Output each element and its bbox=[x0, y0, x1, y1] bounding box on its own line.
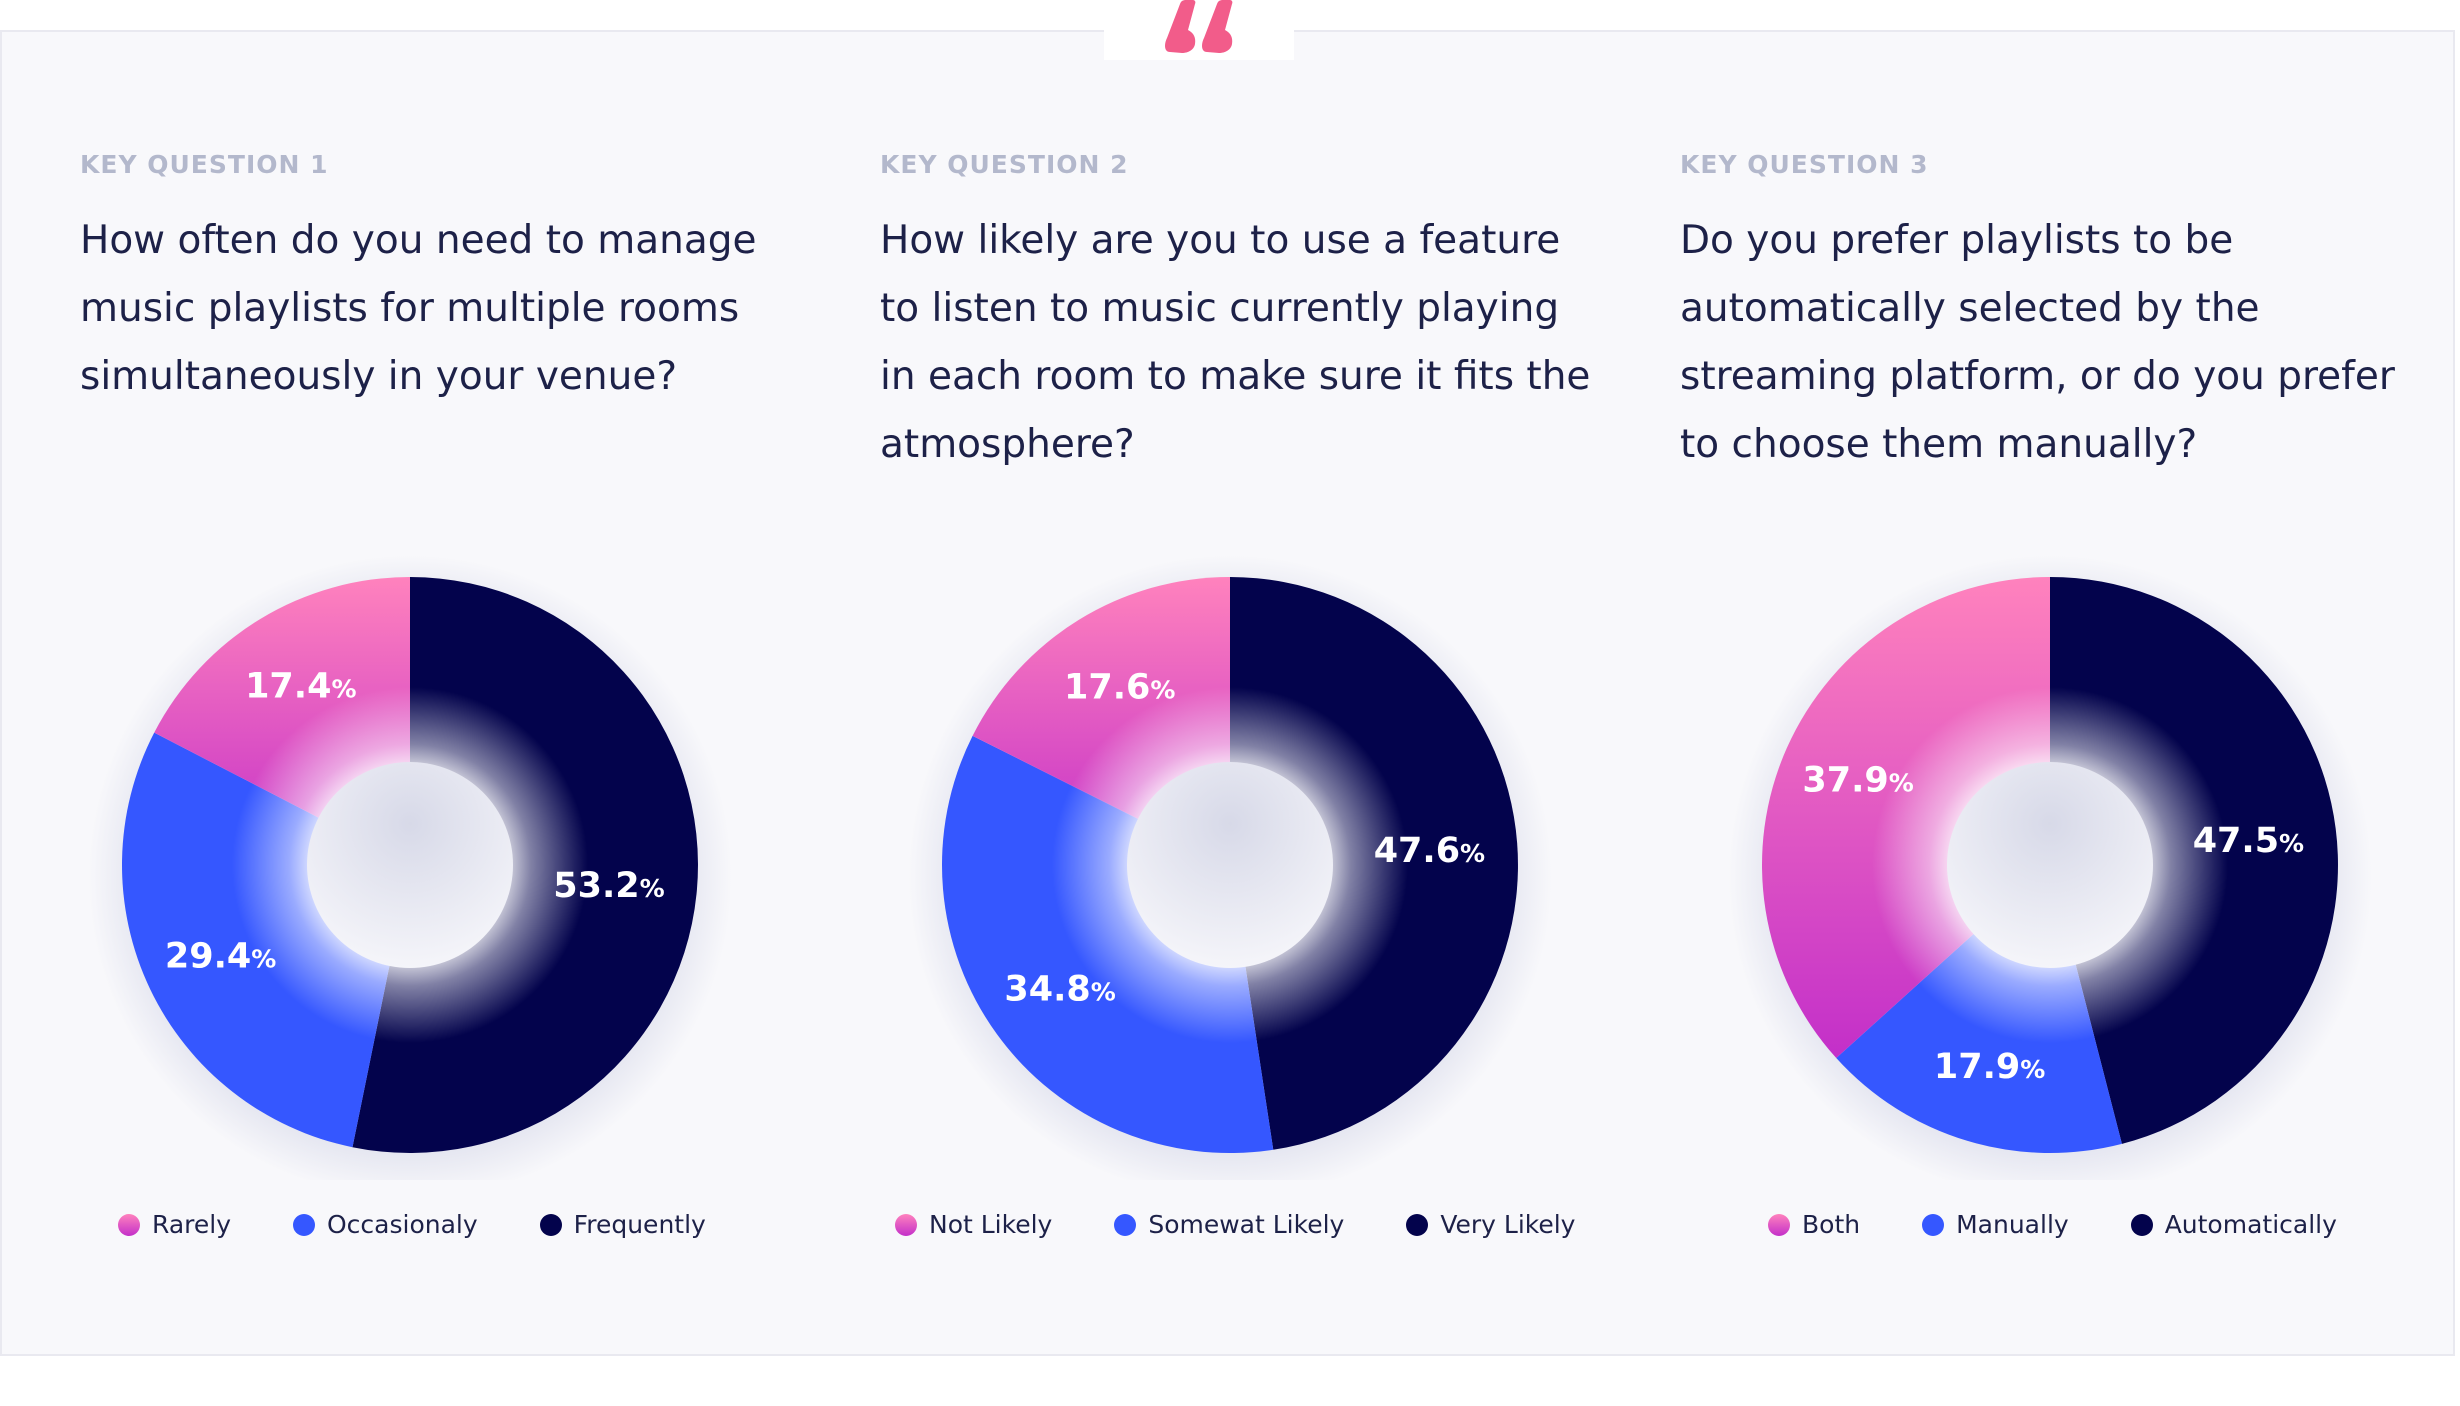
legend-item: Both bbox=[1768, 1210, 1860, 1239]
slice-value-label: 17.4% bbox=[245, 667, 356, 707]
legend-swatch bbox=[293, 1213, 315, 1236]
legend-swatch bbox=[1768, 1213, 1790, 1236]
slice-value-unit: % bbox=[1150, 675, 1175, 704]
donut-chart-svg: 53.2%29.4%17.4% bbox=[88, 555, 732, 1180]
legend-item: Somewat Likely bbox=[1114, 1210, 1344, 1239]
slice-value-label: 17.6% bbox=[1064, 667, 1175, 707]
legend-swatch bbox=[1114, 1213, 1137, 1236]
legend-swatch bbox=[1922, 1213, 1945, 1236]
legend-label: Not Likely bbox=[929, 1210, 1053, 1239]
donut-hole bbox=[307, 762, 513, 968]
slice-value-label: 37.9% bbox=[1802, 761, 1913, 801]
slice-value-label: 47.5% bbox=[2193, 821, 2304, 861]
donut-chart-svg: 47.5%17.9%37.9% bbox=[1728, 555, 2372, 1180]
donut-chart-svg: 47.6%34.8%17.6% bbox=[908, 555, 1552, 1180]
question-kicker: KEY QUESTION 3 bbox=[1680, 150, 1929, 179]
slice-value-number: 17.4 bbox=[245, 667, 331, 707]
legend-label: Very Likely bbox=[1440, 1210, 1576, 1239]
slice-value-label: 53.2% bbox=[553, 866, 664, 906]
legend-swatch bbox=[539, 1213, 562, 1236]
question-block-2: KEY QUESTION 2 How likely are you to use… bbox=[880, 150, 1620, 479]
slice-value-number: 53.2 bbox=[553, 866, 639, 906]
slice-value-unit: % bbox=[2279, 829, 2304, 858]
slice-value-number: 29.4 bbox=[165, 937, 251, 977]
donut-chart-1: 53.2% 29.4% 17.4% bbox=[30, 540, 790, 1180]
slice-value-number: 17.9 bbox=[1934, 1047, 2020, 1087]
chart-legend-1: Rarely Occasionaly Frequently bbox=[118, 1210, 706, 1239]
chart-legend-2: Not Likely Somewat Likely Very Likely bbox=[895, 1210, 1575, 1239]
legend-swatch bbox=[895, 1213, 917, 1236]
slice-value-label: 34.8% bbox=[1004, 969, 1115, 1009]
slice-value-unit: % bbox=[251, 945, 276, 974]
legend-label: Frequently bbox=[573, 1210, 706, 1239]
question-kicker: KEY QUESTION 2 bbox=[880, 150, 1129, 179]
legend-swatch bbox=[118, 1213, 140, 1236]
question-block-1: KEY QUESTION 1 How often do you need to … bbox=[80, 150, 820, 411]
legend-item: Very Likely bbox=[1406, 1210, 1575, 1239]
slice-value-unit: % bbox=[2020, 1055, 2045, 1084]
question-text: How often do you need to manage music pl… bbox=[80, 218, 757, 399]
slice-value-unit: % bbox=[1889, 769, 1914, 798]
slice-value-number: 37.9 bbox=[1802, 761, 1888, 801]
legend-item: Not Likely bbox=[895, 1210, 1052, 1239]
chart-legend-3: Both Manually Automatically bbox=[1768, 1210, 2337, 1239]
slice-value-unit: % bbox=[640, 874, 665, 903]
slice-value-number: 17.6 bbox=[1064, 667, 1150, 707]
slice-value-unit: % bbox=[331, 675, 356, 704]
slice-value-unit: % bbox=[1460, 839, 1485, 868]
slice-value-number: 47.5 bbox=[2193, 821, 2279, 861]
donut-hole bbox=[1127, 762, 1333, 968]
slice-value-label: 17.9% bbox=[1934, 1047, 2045, 1087]
legend-label: Somewat Likely bbox=[1148, 1210, 1345, 1239]
quote-badge bbox=[1104, 0, 1294, 60]
slice-value-label: 29.4% bbox=[165, 937, 276, 977]
legend-label: Manually bbox=[1956, 1210, 2069, 1239]
legend-label: Both bbox=[1802, 1210, 1861, 1239]
legend-item: Occasionaly bbox=[293, 1210, 478, 1239]
slice-value-number: 47.6 bbox=[1374, 831, 1460, 871]
legend-swatch bbox=[2130, 1213, 2153, 1236]
slice-value-label: 47.6% bbox=[1374, 831, 1485, 871]
legend-label: Occasionaly bbox=[327, 1210, 478, 1239]
legend-item: Frequently bbox=[539, 1210, 706, 1239]
legend-swatch bbox=[1406, 1213, 1429, 1236]
quote-mark-icon bbox=[1165, 0, 1233, 53]
slice-value-number: 34.8 bbox=[1004, 969, 1090, 1009]
legend-label: Automatically bbox=[2164, 1210, 2337, 1239]
question-kicker: KEY QUESTION 1 bbox=[80, 150, 329, 179]
question-text: Do you prefer playlists to be automatica… bbox=[1680, 218, 2395, 467]
legend-item: Rarely bbox=[118, 1210, 231, 1239]
legend-item: Manually bbox=[1922, 1210, 2069, 1239]
legend-label: Rarely bbox=[152, 1210, 231, 1239]
slice-value-unit: % bbox=[1091, 977, 1116, 1006]
legend-item: Automatically bbox=[2130, 1210, 2337, 1239]
donut-chart-2: 47.6% 34.8% 17.6% bbox=[850, 540, 1610, 1180]
question-text: How likely are you to use a feature to l… bbox=[880, 218, 1591, 467]
question-block-3: KEY QUESTION 3 Do you prefer playlists t… bbox=[1680, 150, 2420, 479]
donut-chart-3: 47.5% 17.9% 37.9% bbox=[1670, 540, 2430, 1180]
donut-hole bbox=[1947, 762, 2153, 968]
